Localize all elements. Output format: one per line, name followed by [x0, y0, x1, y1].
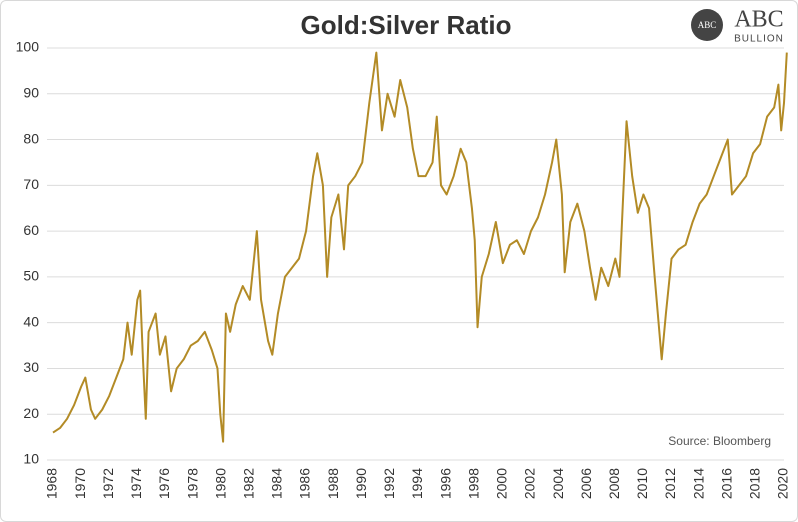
y-tick-label: 60: [23, 222, 39, 238]
x-tick-label: 1974: [128, 468, 144, 499]
x-tick-label: 1976: [156, 468, 172, 499]
x-tick-label: 1990: [353, 468, 369, 499]
logo-badge-text: ABC: [698, 20, 717, 30]
x-tick-label: 1994: [409, 468, 425, 499]
x-tick-label: 2002: [522, 468, 538, 499]
x-tick-label: 1980: [212, 468, 228, 499]
x-tick-label: 1986: [297, 468, 313, 499]
ratio-line: [52, 51, 788, 443]
x-tick-label: 1968: [44, 468, 60, 499]
x-tick-label: 2012: [662, 468, 678, 499]
chart-title: Gold:Silver Ratio: [301, 10, 512, 40]
logo-name: ABC: [734, 7, 783, 33]
y-tick-label: 100: [16, 39, 40, 55]
x-tick-label: 2016: [718, 468, 734, 499]
x-tick-label: 1970: [72, 468, 88, 499]
x-tick-label: 1992: [381, 468, 397, 499]
x-tick-label: 1972: [100, 468, 116, 499]
y-tick-label: 90: [23, 84, 39, 100]
x-tick-label: 1978: [184, 468, 200, 499]
x-tick-label: 2020: [775, 468, 791, 499]
logo-sub: BULLION: [734, 34, 784, 45]
x-tick-label: 1996: [437, 468, 453, 499]
x-tick-label: 1998: [465, 468, 481, 499]
logo: ABC ABC BULLION: [691, 7, 784, 45]
y-tick-label: 70: [23, 176, 39, 192]
y-tick-label: 50: [23, 268, 39, 284]
x-tick-label: 1984: [269, 468, 285, 499]
x-tick-label: 2006: [578, 468, 594, 499]
x-tick-label: 1982: [241, 468, 257, 499]
y-tick-label: 40: [23, 313, 39, 329]
x-tick-label: 1988: [325, 468, 341, 499]
x-tick-label: 2000: [494, 468, 510, 499]
y-tick-label: 80: [23, 130, 39, 146]
x-tick-label: 2010: [634, 468, 650, 499]
y-tick-label: 20: [23, 405, 39, 421]
x-tick-label: 2008: [606, 468, 622, 499]
annotation: Source: Bloomberg: [668, 434, 771, 448]
logo-badge: [691, 9, 723, 41]
x-tick-label: 2018: [747, 468, 763, 499]
x-tick-label: 2014: [690, 468, 706, 499]
y-tick-label: 30: [23, 359, 39, 375]
x-tick-label: 2004: [550, 468, 566, 499]
y-tick-label: 10: [23, 451, 39, 467]
